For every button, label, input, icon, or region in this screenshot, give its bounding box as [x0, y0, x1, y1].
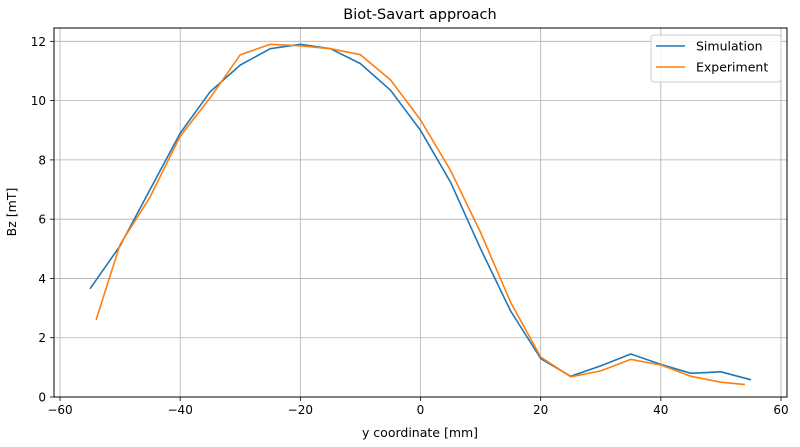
x-tick-label: 40	[653, 403, 668, 417]
y-tick-label: 0	[38, 391, 46, 405]
y-tick-label: 2	[38, 331, 46, 345]
grid-lines	[54, 28, 787, 398]
x-tick-label: 0	[417, 403, 425, 417]
legend: Simulation Experiment	[650, 34, 782, 83]
chart-title: Biot-Savart approach	[343, 7, 496, 23]
legend-label-simulation: Simulation	[696, 39, 763, 54]
x-tick-label: −40	[168, 403, 193, 417]
y-axis-label: Bz [mT]	[4, 188, 19, 237]
y-tick-label: 10	[31, 94, 46, 108]
y-tick-label: 12	[31, 35, 46, 49]
x-axis-ticks: −60 −40 −20 0 20 40 60	[47, 397, 789, 417]
series-line-experiment	[95, 43, 745, 386]
y-axis-ticks: 0 2 4 6 8 10 12	[31, 35, 54, 405]
series-line-simulation	[89, 43, 752, 381]
x-axis-label: y coordinate [mm]	[362, 425, 478, 440]
y-tick-label: 6	[38, 213, 46, 227]
x-tick-label: −60	[47, 403, 72, 417]
y-tick-label: 4	[38, 272, 46, 286]
x-tick-label: −20	[288, 403, 313, 417]
x-tick-label: 60	[773, 403, 788, 417]
legend-label-experiment: Experiment	[696, 60, 768, 75]
y-tick-label: 8	[38, 153, 46, 167]
data-lines	[89, 43, 752, 386]
x-tick-label: 20	[533, 403, 548, 417]
